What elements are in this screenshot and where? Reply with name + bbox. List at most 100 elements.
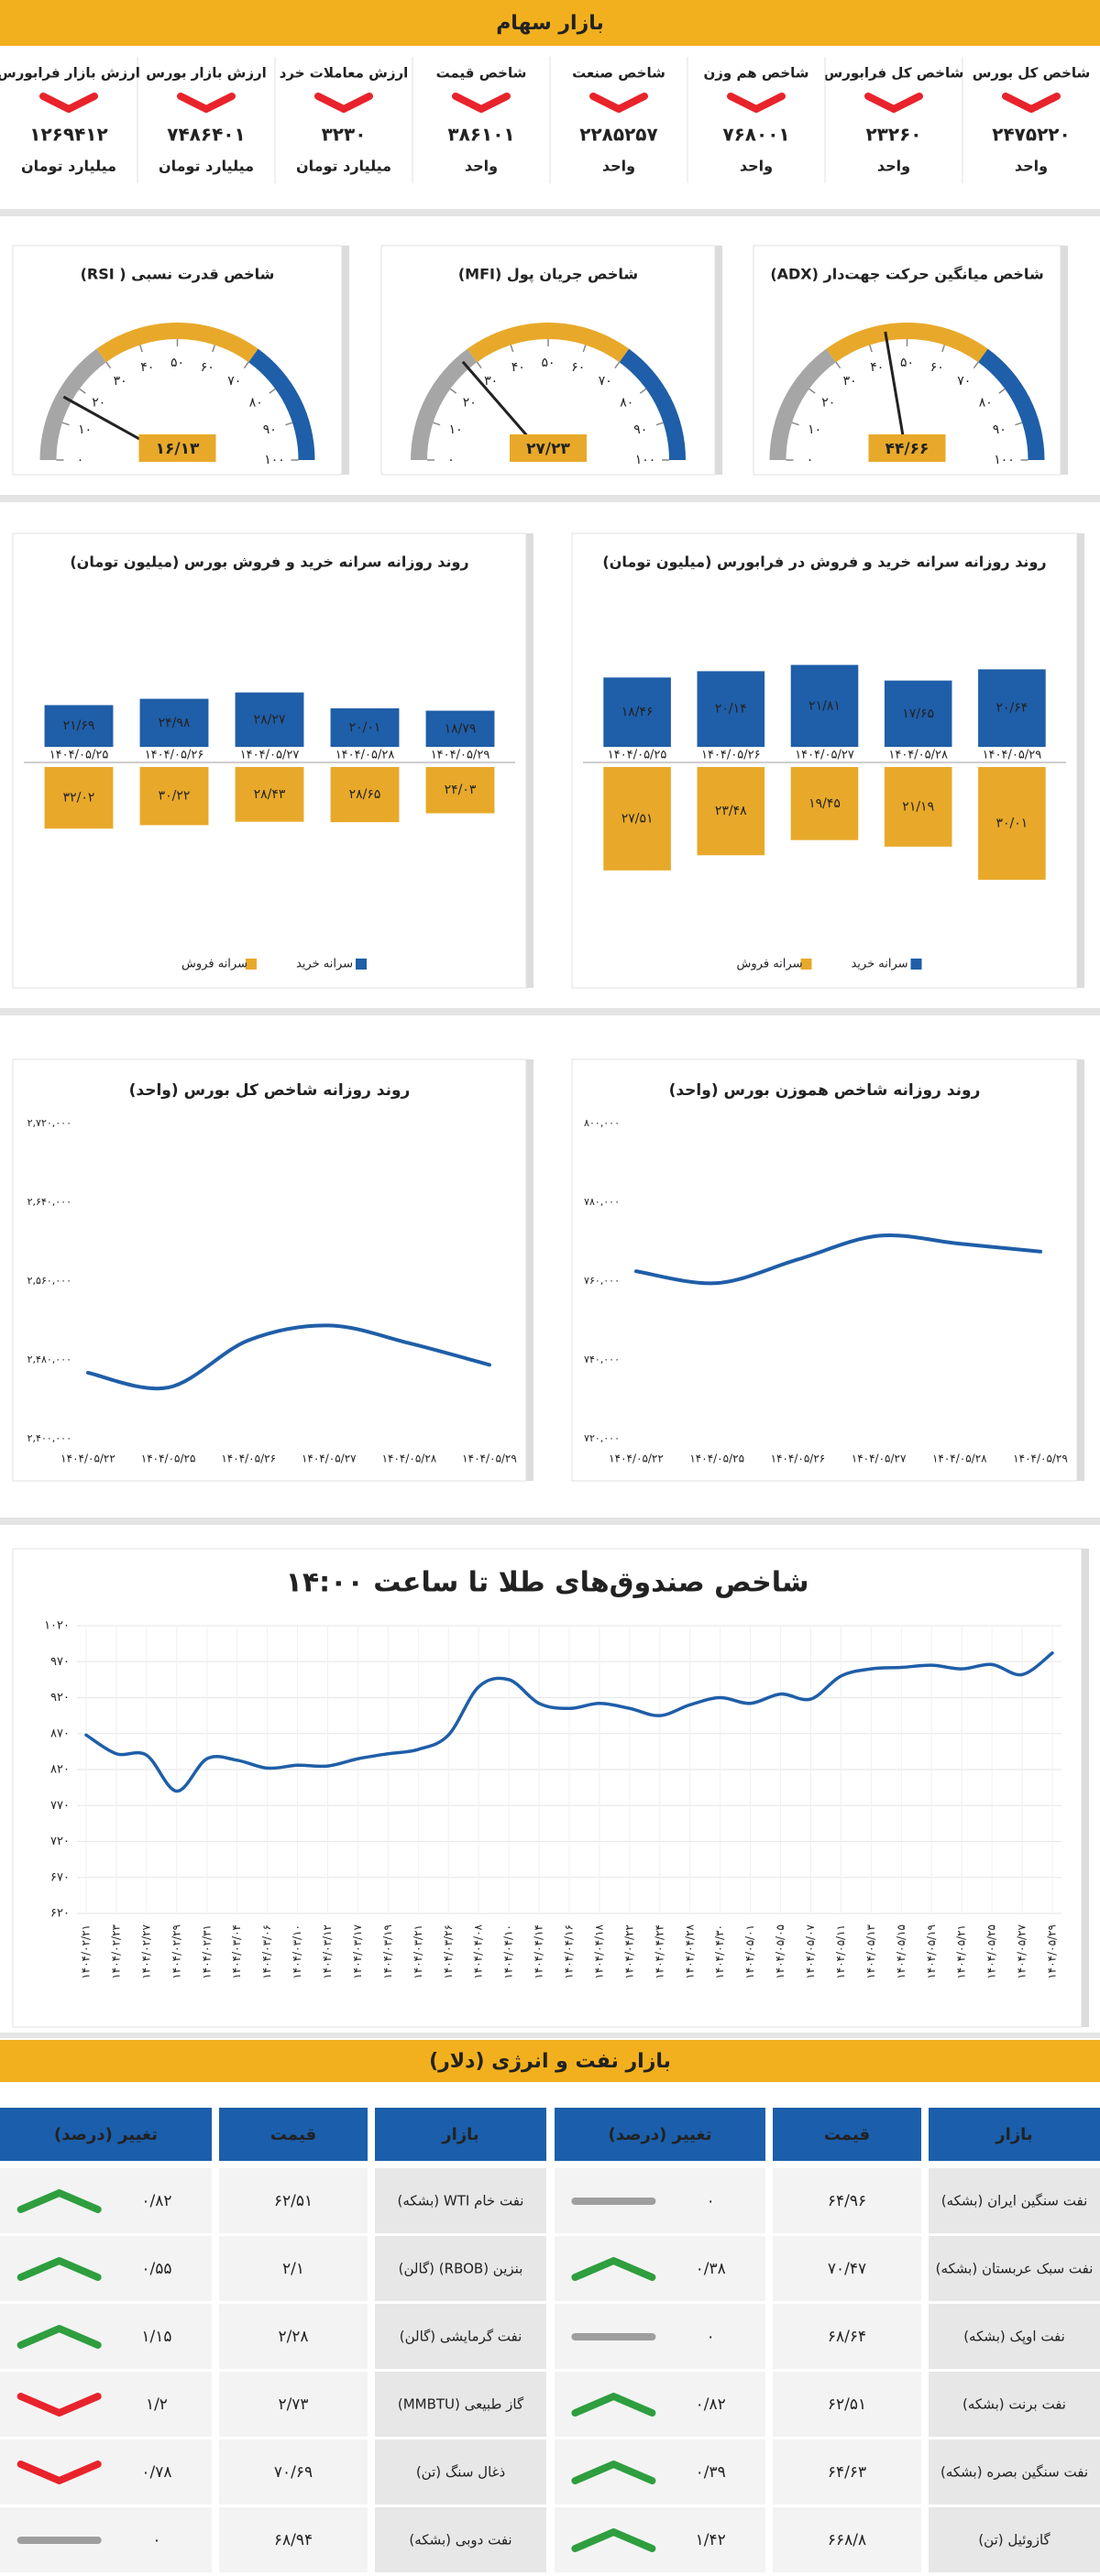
gauge-band	[96, 323, 258, 363]
gauge-tick	[998, 388, 1006, 394]
indicator-value: ۷۴۸۶۴۰۱	[167, 124, 245, 146]
value-label: ۲۰/۱۴	[715, 702, 747, 717]
table-cell	[929, 2372, 1100, 2437]
trend-icon	[177, 93, 236, 113]
value-label: ۱۶/۱۳	[156, 440, 200, 458]
x-tick-label: ۱۴۰۴/۰۵/۲۵	[689, 1452, 744, 1465]
gauge-tick	[285, 422, 293, 426]
x-tick-label: ۱۴۰۴/۰۵/۰۷	[804, 1924, 817, 1979]
indicator-unit: واحد	[602, 158, 635, 175]
y-tick-label: ۶۷۰	[50, 1870, 70, 1884]
table-cell	[929, 2304, 1100, 2369]
trend-icon	[571, 2257, 656, 2281]
legend-swatch	[910, 959, 922, 970]
change: ۰/۳۸	[696, 2260, 726, 2278]
x-tick-label: ۱۴۰۴/۰۵/۲۸	[932, 1452, 987, 1465]
gauge-tick-label: ۳۰	[114, 374, 127, 389]
line	[634, 1233, 1042, 1286]
y-tick-label: ۷۲۰	[50, 1835, 70, 1848]
gauge-tick-label: ۴۰	[512, 360, 525, 375]
header-bar	[0, 0, 1100, 46]
value-label: ۲۰/۶۴	[996, 701, 1028, 716]
indicator-value: ۲۳۲۶۰	[865, 124, 921, 146]
indicator-value: ۳۸۶۱۰۱	[447, 124, 514, 146]
trend-icon	[571, 2528, 656, 2552]
x-tick-label: ۱۴۰۴/۰۵/۲۷	[1016, 1924, 1028, 1979]
bar	[697, 671, 765, 747]
change: ۰/۵۵	[141, 2260, 171, 2278]
trend-icon	[571, 2393, 656, 2417]
chart-title: روند روزانه شاخص هموزن بورس (واحد)	[669, 1081, 981, 1100]
x-tick-label: ۱۴۰۴/۰۳/۲۱	[412, 1924, 424, 1979]
change: ۰/۷۸	[141, 2463, 171, 2482]
x-tick-label: ۱۴۰۴/۰۴/۱۶	[563, 1924, 576, 1979]
table-cell	[219, 2507, 368, 2572]
table-header: تغییر (درصد)	[54, 2125, 158, 2144]
gauge-band	[248, 348, 315, 460]
change: ۱/۱۵	[141, 2328, 171, 2346]
energy-header-bar	[0, 2040, 1100, 2082]
table-cell	[773, 2304, 921, 2369]
trend-icon	[727, 93, 786, 113]
value-label: ۱۷/۶۵	[902, 707, 934, 721]
x-tick-label: ۱۴۰۴/۰۲/۲۷	[139, 1924, 152, 1979]
gauge-tick	[868, 345, 873, 353]
table-header: قیمت	[270, 2125, 316, 2144]
market-name: گاز طبیعی (MMBTU)	[398, 2396, 524, 2413]
gauge-tick-label: ۳۰	[484, 374, 498, 389]
x-tick-label: ۱۴۰۴/۰۳/۰۴	[230, 1924, 243, 1979]
gauge-tick	[791, 422, 799, 426]
x-tick-label: ۱۴۰۴/۰۴/۳۰	[713, 1924, 726, 1979]
indicator-label: ارزش بازار فرابورس	[0, 65, 140, 82]
chart-title: روند روزانه سرانه خرید و فروش بورس (میلی…	[70, 554, 468, 571]
market-name: نفت خام WTI (بشکه)	[398, 2193, 524, 2209]
trend-icon	[16, 2257, 102, 2281]
market-name: بنزین (RBOB) (گالن)	[399, 2261, 523, 2277]
y-tick-label: ۷۶۰,۰۰۰	[584, 1275, 620, 1287]
price: ۶۶۸/۸	[828, 2531, 866, 2549]
change: ۰/۸۲	[141, 2192, 171, 2210]
bar	[425, 710, 495, 747]
price: ۶۲/۵۱	[828, 2395, 866, 2414]
gauge-tick	[269, 388, 276, 394]
gauge-tick-label: ۰	[807, 453, 814, 467]
indicator-value: ۲۴۷۵۲۲۰	[992, 124, 1070, 146]
gauge-tick-label: ۶۰	[930, 360, 944, 375]
gauge-tick	[449, 388, 457, 394]
bar	[603, 677, 671, 747]
table-cell	[929, 2439, 1100, 2505]
x-tick-label: ۱۴۰۴/۰۳/۱۰	[291, 1924, 303, 1979]
trend-icon	[452, 93, 511, 113]
value-label: ۲۴/۹۸	[159, 716, 191, 730]
table-cell	[375, 2168, 546, 2233]
table-header-cell	[773, 2108, 921, 2161]
bar	[44, 767, 114, 829]
indicator-unit: میلیارد تومان	[296, 158, 391, 175]
change: ۰	[707, 2192, 715, 2210]
gauge-tick	[510, 345, 514, 353]
legend-label: سرانه فروش	[182, 958, 248, 971]
indicator-value: ۷۶۸۰۰۱	[722, 124, 789, 146]
panel	[571, 1058, 1078, 1482]
y-tick-label: ۲,۵۶۰,۰۰۰	[28, 1275, 72, 1287]
separator	[0, 495, 1100, 502]
bar	[425, 767, 495, 814]
table-header: بازار	[995, 2125, 1032, 2144]
gauge-tick-label: ۴۰	[140, 360, 154, 375]
market-name: نفت اوپک (بشکه)	[963, 2329, 1065, 2346]
value-label: ۳۰/۰۱	[996, 817, 1028, 831]
x-tick-label: ۱۴۰۴/۰۲/۳۱	[200, 1924, 213, 1979]
gauge-tick-label: ۸۰	[979, 396, 993, 411]
y-tick-label: ۲,۶۴۰,۰۰۰	[28, 1196, 72, 1208]
table-cell	[219, 2439, 368, 2505]
y-tick-label: ۹۲۰	[50, 1691, 70, 1705]
table-cell	[773, 2439, 921, 2505]
x-tick-label: ۱۴۰۴/۰۴/۲۲	[622, 1924, 635, 1979]
legend-swatch	[246, 959, 257, 970]
gauge-tick	[655, 422, 664, 426]
gauge-tick	[639, 388, 647, 394]
indicator-unit: واحد	[465, 158, 498, 175]
panel	[571, 532, 1078, 989]
change: ۰	[707, 2328, 715, 2346]
table-cell	[219, 2372, 368, 2437]
